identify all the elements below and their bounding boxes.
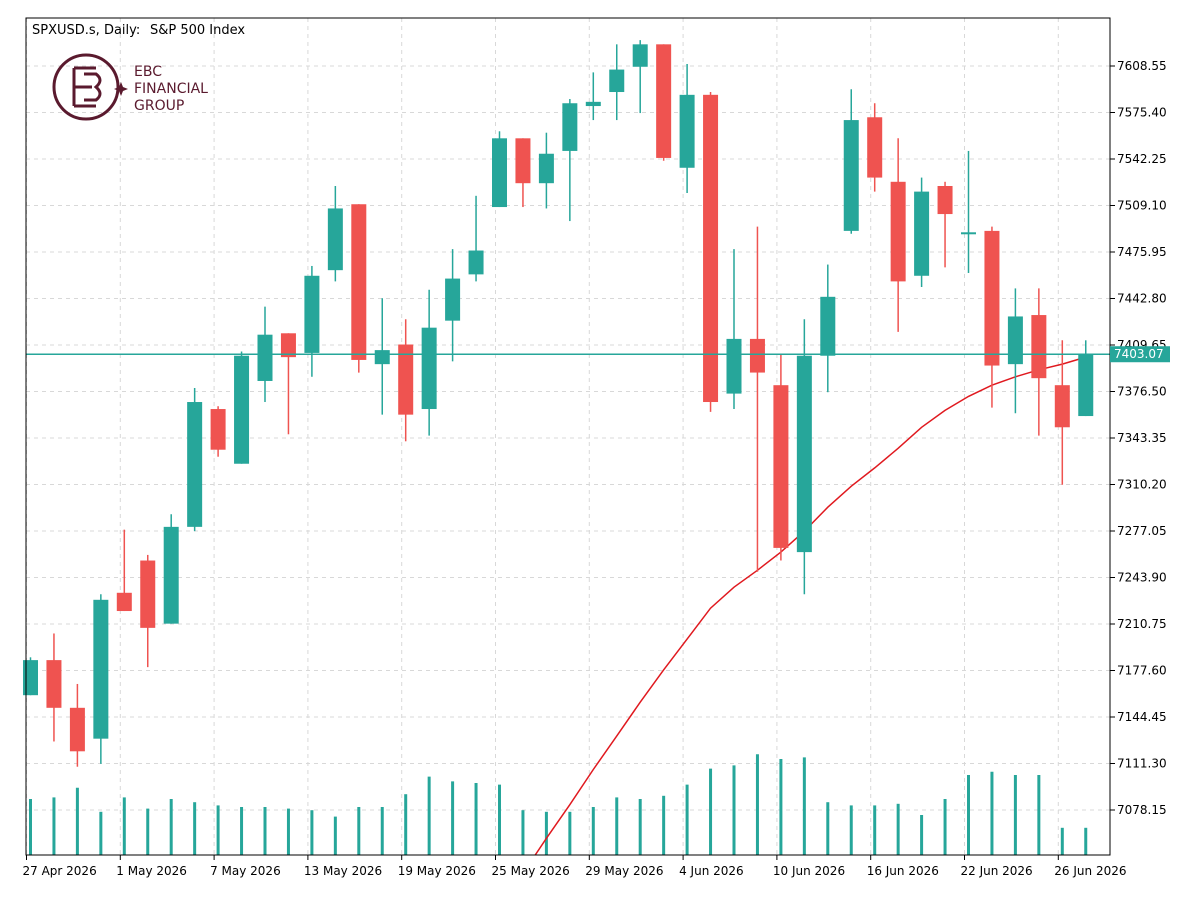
- price-tick-label: 7542.25: [1117, 152, 1167, 166]
- candle-body: [749, 338, 765, 373]
- current-price-tag: [1110, 346, 1170, 363]
- candle-body: [843, 120, 859, 231]
- candle-body: [609, 69, 625, 93]
- candle-body: [726, 338, 742, 394]
- candle-body: [351, 204, 367, 360]
- candle-body: [116, 592, 132, 612]
- price-tick-label: 7475.95: [1117, 245, 1167, 259]
- price-tick-label: 7111.30: [1117, 757, 1167, 771]
- candle-body: [445, 278, 461, 321]
- price-axis: 7608.55 7575.40 7542.25 7509.10 7475.95 7442.…: [1110, 59, 1170, 817]
- time-tick-label: 29 May 2026: [585, 864, 663, 878]
- candle-body: [234, 355, 250, 464]
- logo-line-2: FINANCIAL: [134, 81, 208, 97]
- candle-body: [140, 560, 156, 628]
- price-tick-label: 7442.80: [1117, 292, 1167, 306]
- instrument-description: S&P 500 Index: [150, 23, 245, 38]
- candle-body: [890, 181, 906, 282]
- candle-body: [867, 117, 883, 178]
- candle-body: [796, 355, 812, 553]
- candle-body: [468, 250, 484, 275]
- candle-body: [1054, 385, 1070, 428]
- time-tick-label: 4 Jun 2026: [679, 864, 744, 878]
- time-tick-label: 1 May 2026: [116, 864, 187, 878]
- candle-body: [1007, 316, 1023, 365]
- price-tick-label: 7310.20: [1117, 478, 1167, 492]
- candle-body: [23, 660, 38, 696]
- logo-line-3: GROUP: [134, 98, 184, 114]
- plot-frame: [25, 17, 1111, 856]
- candle-body: [820, 296, 836, 356]
- candle-body: [398, 344, 414, 415]
- time-tick-label: 7 May 2026: [210, 864, 281, 878]
- time-tick-label: 25 May 2026: [492, 864, 570, 878]
- price-tick-label: 7243.90: [1117, 571, 1167, 585]
- candle-body: [679, 94, 695, 168]
- logo-ring: [52, 53, 120, 121]
- price-tick-label: 7343.35: [1117, 431, 1167, 445]
- candle-body: [492, 138, 507, 208]
- company-logo: EBC FINANCIAL GROUP: [52, 53, 208, 121]
- candle-body: [163, 526, 179, 624]
- candle-body: [93, 599, 109, 739]
- logo-monogram: [72, 66, 102, 108]
- candle-body: [304, 275, 320, 353]
- price-tick-label: 7078.15: [1117, 803, 1167, 817]
- candle-body: [421, 327, 437, 410]
- time-tick-label: 19 May 2026: [398, 864, 476, 878]
- price-tick-label: 7575.40: [1117, 106, 1167, 120]
- candle-body: [961, 232, 976, 235]
- candle-body: [515, 138, 531, 184]
- candle-body: [69, 707, 85, 752]
- candle-body: [374, 350, 390, 365]
- time-tick-label: 26 Jun 2026: [1054, 864, 1126, 878]
- time-axis: 27 Apr 2026 1 May 2026 7 May 2026 13 May 20…: [23, 855, 1126, 878]
- symbol-label: SPXUSD.s, Daily:: [32, 23, 140, 38]
- candle-body: [538, 153, 554, 184]
- volume-bars: [29, 754, 1088, 855]
- time-tick-label: 13 May 2026: [304, 864, 382, 878]
- candle-body: [327, 208, 343, 271]
- logo-line-1: EBC: [134, 64, 162, 80]
- candle-body: [280, 333, 296, 358]
- price-tick-label: 7509.10: [1117, 199, 1167, 213]
- candle-body: [257, 334, 273, 381]
- price-tick-label: 7608.55: [1117, 59, 1167, 73]
- time-tick-label: 10 Jun 2026: [773, 864, 845, 878]
- price-tick-label: 7277.05: [1117, 524, 1167, 538]
- candle-body: [632, 44, 648, 67]
- candle-body: [984, 230, 1000, 366]
- candle-body: [46, 660, 62, 708]
- price-tick-label: 7144.45: [1117, 710, 1167, 724]
- time-tick-label: 27 Apr 2026: [23, 864, 97, 878]
- price-tick-label: 7177.60: [1117, 664, 1167, 678]
- logo-sparkle-icon: [114, 82, 128, 96]
- time-tick-label: 16 Jun 2026: [867, 864, 939, 878]
- time-tick-label: 22 Jun 2026: [961, 864, 1033, 878]
- candle-body: [656, 44, 672, 158]
- candle-body: [1078, 354, 1094, 417]
- candlesticks: [23, 40, 1094, 767]
- candle-body: [585, 101, 601, 107]
- price-tick-label: 7376.50: [1117, 385, 1167, 399]
- candle-body: [773, 385, 789, 548]
- current-price-label: 7403.07: [1114, 347, 1164, 361]
- candle-body: [187, 402, 203, 527]
- candle-body: [562, 103, 578, 151]
- candle-body: [914, 191, 930, 276]
- candle-body: [210, 409, 226, 450]
- candle-body: [703, 94, 719, 403]
- candle-body: [937, 186, 953, 215]
- price-tick-label: 7210.75: [1117, 617, 1167, 631]
- candle-body: [1031, 315, 1047, 379]
